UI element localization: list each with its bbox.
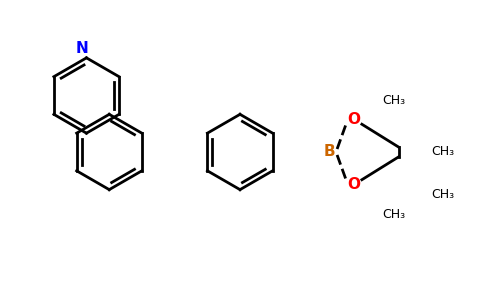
Text: N: N	[75, 41, 88, 56]
Text: CH₃: CH₃	[432, 146, 454, 158]
Text: CH₃: CH₃	[382, 94, 405, 107]
Text: CH₃: CH₃	[432, 188, 454, 201]
Text: CH₃: CH₃	[382, 208, 405, 221]
Text: B: B	[323, 145, 335, 160]
Text: O: O	[348, 112, 361, 127]
Text: O: O	[348, 177, 361, 192]
